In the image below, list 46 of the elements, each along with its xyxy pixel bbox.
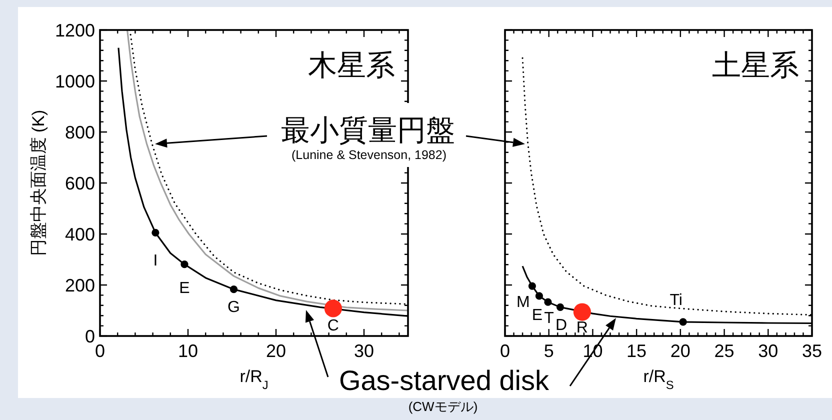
- point: [324, 300, 342, 318]
- y-tick-label: 1200: [54, 20, 95, 40]
- annotation: T: [544, 310, 554, 327]
- annotation: 最小質量円盤: [281, 115, 455, 147]
- y-tick-label: 200: [64, 276, 95, 296]
- y-tick-label: 0: [84, 326, 95, 346]
- annotation: R: [576, 319, 588, 336]
- x-axis-title: r/R$_{S}$: [643, 367, 674, 392]
- x-tick-label: 10: [178, 341, 198, 361]
- annotation: M: [516, 294, 530, 311]
- point: [556, 303, 564, 311]
- point: [544, 298, 552, 306]
- x-tick-label: 15: [626, 341, 647, 361]
- point: [679, 318, 687, 326]
- point: [535, 292, 544, 300]
- text: (CWモデル): [408, 399, 478, 414]
- x-tick-label: 0: [500, 341, 510, 361]
- y-tick-label: 400: [64, 224, 95, 244]
- annotation: G: [228, 299, 240, 316]
- y-axis-title: 円盤中央面温度 (K): [29, 110, 48, 256]
- y-tick-label: 1000: [54, 72, 95, 92]
- x-tick-label: 30: [354, 341, 374, 361]
- point: [230, 286, 238, 294]
- annotation: E: [179, 280, 190, 298]
- annotation: I: [153, 252, 158, 270]
- y-tick-label: 800: [64, 122, 95, 142]
- text: Gas-starved disk: [338, 365, 550, 396]
- point: [152, 228, 160, 237]
- x-axis-title: r/R$_{J}$: [240, 367, 268, 392]
- annotation: D: [555, 316, 568, 334]
- annotation: E: [532, 306, 543, 324]
- annotation: Ti: [670, 292, 682, 309]
- point: [180, 260, 188, 268]
- text: 土星系: [712, 50, 799, 82]
- annotation: C: [327, 317, 339, 334]
- annotation: (Lunine & Stevenson, 1982): [292, 148, 446, 162]
- x-tick-label: 35: [802, 341, 822, 361]
- point: [528, 282, 536, 290]
- text: 木星系: [308, 50, 395, 82]
- x-tick-label: 20: [266, 341, 286, 361]
- x-tick-label: 5: [544, 341, 554, 361]
- y-tick-label: 600: [64, 174, 95, 194]
- x-tick-label: 30: [758, 341, 778, 361]
- x-tick-label: 25: [714, 341, 734, 361]
- x-tick-label: 20: [670, 341, 690, 361]
- point: [573, 303, 591, 321]
